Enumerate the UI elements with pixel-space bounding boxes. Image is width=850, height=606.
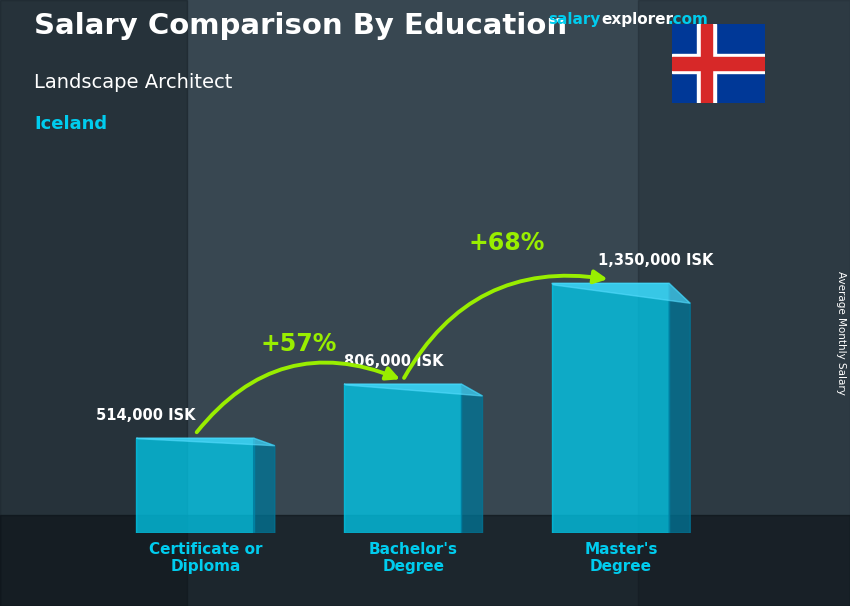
Polygon shape bbox=[344, 384, 483, 396]
Text: 806,000 ISK: 806,000 ISK bbox=[344, 355, 444, 369]
Text: 1,350,000 ISK: 1,350,000 ISK bbox=[598, 253, 713, 268]
Text: Bachelor's
Degree: Bachelor's Degree bbox=[369, 542, 458, 574]
Text: +57%: +57% bbox=[261, 332, 337, 356]
Bar bbox=[136, 438, 253, 533]
Bar bbox=[638, 0, 850, 606]
Bar bbox=[698, 24, 716, 103]
Text: +68%: +68% bbox=[468, 231, 545, 255]
Text: Average Monthly Salary: Average Monthly Salary bbox=[836, 271, 846, 395]
Text: Landscape Architect: Landscape Architect bbox=[34, 73, 232, 92]
Bar bbox=[0, 0, 187, 606]
Text: Certificate or
Diploma: Certificate or Diploma bbox=[149, 542, 263, 574]
Bar bbox=[672, 54, 765, 73]
Polygon shape bbox=[669, 283, 690, 533]
Bar bbox=[701, 24, 711, 103]
Text: Iceland: Iceland bbox=[34, 115, 107, 133]
Bar bbox=[552, 283, 669, 533]
Text: Master's
Degree: Master's Degree bbox=[584, 542, 658, 574]
Text: explorer: explorer bbox=[602, 12, 674, 27]
Polygon shape bbox=[136, 438, 275, 446]
Bar bbox=[672, 57, 765, 70]
Polygon shape bbox=[462, 384, 483, 533]
Text: .com: .com bbox=[667, 12, 708, 27]
Text: salary: salary bbox=[548, 12, 601, 27]
Text: 514,000 ISK: 514,000 ISK bbox=[95, 408, 195, 423]
Bar bbox=[344, 384, 462, 533]
Polygon shape bbox=[253, 438, 275, 533]
Polygon shape bbox=[552, 283, 690, 303]
Text: Salary Comparison By Education: Salary Comparison By Education bbox=[34, 12, 567, 40]
Bar bbox=[0, 515, 850, 606]
